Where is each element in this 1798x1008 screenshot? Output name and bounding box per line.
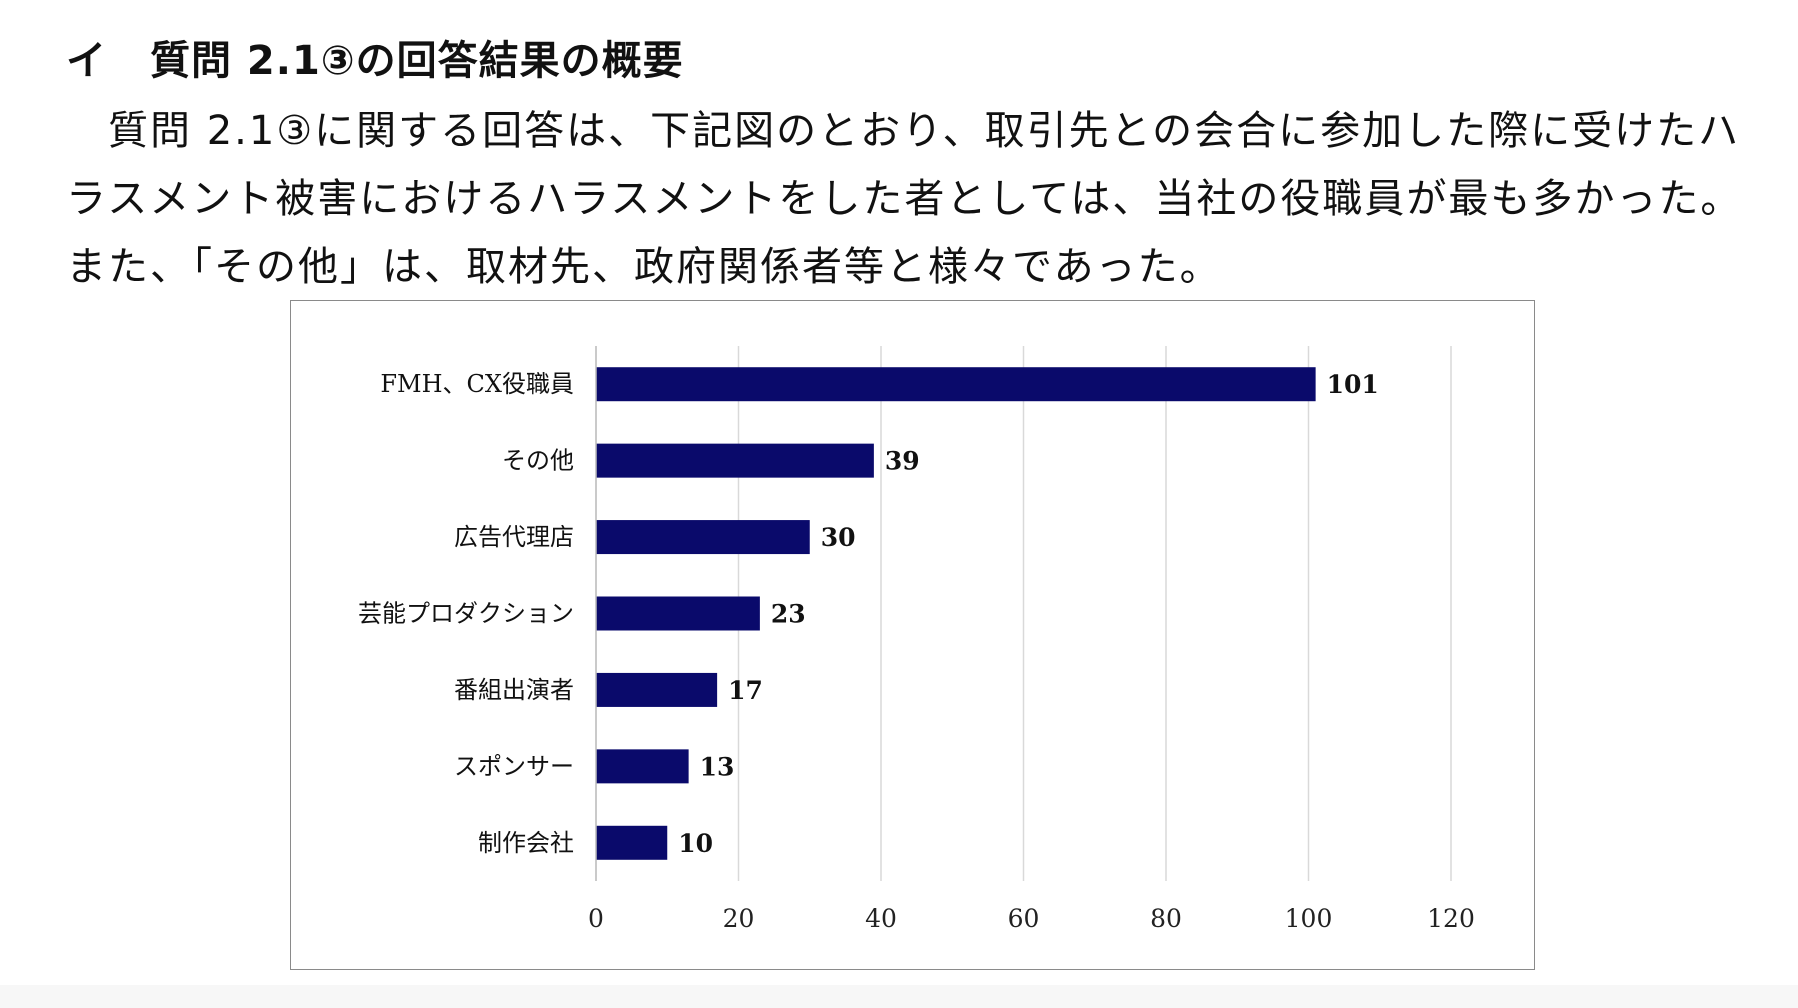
section-marker: イ (66, 38, 107, 84)
bar-3 (596, 596, 760, 631)
category-label-2: 広告代理店 (454, 523, 574, 551)
bar-chart: 0 20 40 60 80 100 120 FMH、CX役職員 101 その他 39 広告代理店 30 芸… (358, 346, 1475, 933)
x-tick-label-4: 80 (1150, 904, 1182, 933)
category-label-3: 芸能プロダクション (358, 600, 574, 628)
paragraph-line-1: 質問 2.1③に関する回答は、下記図のとおり、取引先との会合に参加した際に受けた… (66, 108, 1741, 154)
x-tick-label-5: 100 (1285, 904, 1333, 933)
section-heading: イ質問 2.1③の回答結果の概要 (66, 28, 684, 86)
x-tick-label-1: 20 (723, 904, 755, 933)
category-label-0: FMH、CX役職員 (380, 370, 574, 398)
x-tick-label-6: 120 (1427, 904, 1475, 933)
x-tick-label-2: 40 (865, 904, 897, 933)
data-label-4: 17 (728, 676, 763, 705)
bar-1 (596, 443, 874, 478)
data-label-6: 10 (678, 829, 713, 858)
x-tick-label-3: 60 (1008, 904, 1040, 933)
page-bottom-strip (0, 985, 1798, 1008)
category-label-1: その他 (502, 447, 574, 475)
bar-0 (596, 367, 1316, 402)
data-label-5: 13 (700, 752, 735, 781)
category-label-6: 制作会社 (478, 829, 574, 857)
chart-frame: 0 20 40 60 80 100 120 FMH、CX役職員 101 その他 39 広告代理店 30 芸… (290, 300, 1535, 970)
data-label-3: 23 (771, 600, 806, 629)
category-label-4: 番組出演者 (454, 676, 574, 704)
bar-4 (596, 672, 718, 707)
bar-5 (596, 749, 689, 784)
paragraph-line-3: また、「その他」は、取材先、政府関係者等と様々であった。 (66, 244, 1222, 290)
bar-6 (596, 825, 668, 860)
paragraph-line-2: ラスメント被害におけるハラスメントをした者としては、当社の役職員が最も多かった。 (66, 176, 1743, 222)
data-label-2: 30 (821, 523, 856, 552)
category-label-5: スポンサー (454, 752, 574, 780)
section-title: 質問 2.1③の回答結果の概要 (150, 38, 684, 84)
bar-2 (596, 520, 810, 555)
data-label-1: 39 (885, 447, 920, 476)
x-tick-label-0: 0 (588, 904, 604, 933)
data-label-0: 101 (1327, 370, 1379, 399)
